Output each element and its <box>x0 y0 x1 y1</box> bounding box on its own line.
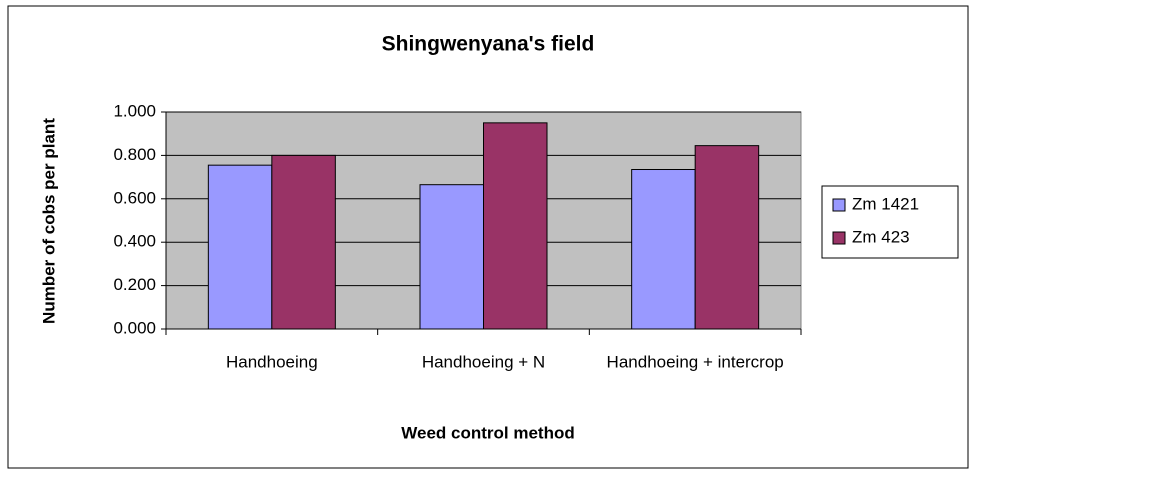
bar <box>631 169 696 330</box>
x-axis-title: Weed control method <box>401 423 574 442</box>
y-tick-label: 0.200 <box>113 275 156 294</box>
legend-swatch <box>832 231 846 245</box>
bar <box>483 122 548 330</box>
legend-box <box>821 185 959 259</box>
y-tick-label: 0.000 <box>113 318 156 337</box>
y-axis-title: Number of cobs per plant <box>39 118 58 324</box>
y-tick-label: 1.000 <box>113 101 156 120</box>
bar <box>694 145 760 330</box>
legend-swatch <box>832 198 846 212</box>
bar <box>207 164 273 330</box>
bar <box>419 184 484 330</box>
y-tick-label: 0.400 <box>113 232 156 251</box>
x-tick-label: Handhoeing + intercrop <box>607 352 784 371</box>
x-tick-label: Handhoeing <box>226 352 318 371</box>
y-tick-label: 0.600 <box>113 188 156 207</box>
legend-label: Zm 1421 <box>852 194 919 213</box>
y-tick-label: 0.800 <box>113 145 156 164</box>
chart-title: Shingwenyana's field <box>382 33 595 56</box>
bar <box>271 154 336 330</box>
x-tick-label: Handhoeing + N <box>422 352 545 371</box>
legend-label: Zm 423 <box>852 227 910 246</box>
